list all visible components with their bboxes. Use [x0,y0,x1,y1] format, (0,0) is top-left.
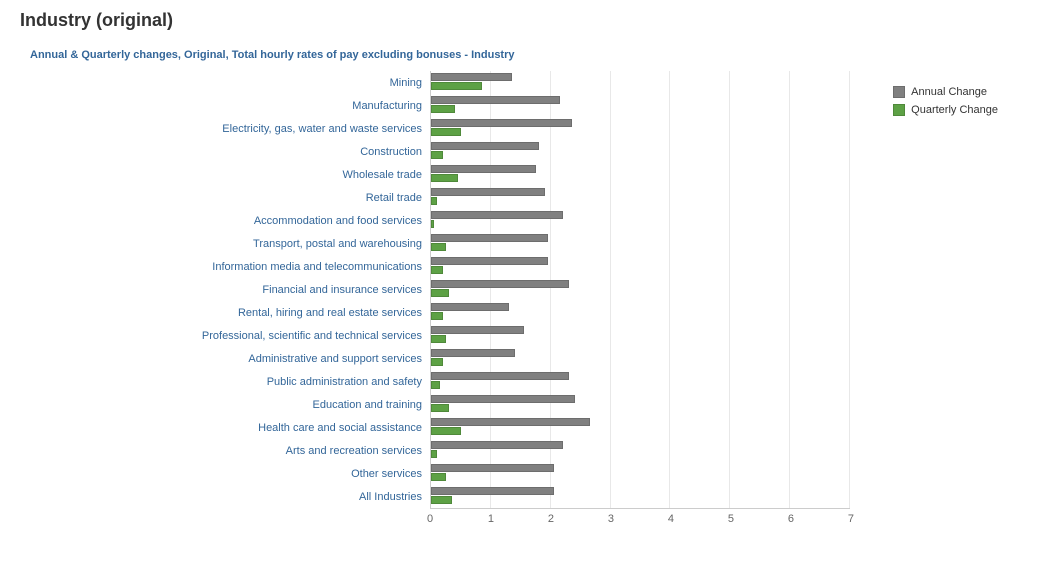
category-label: All Industries [30,485,430,508]
category-label: Electricity, gas, water and waste servic… [30,117,430,140]
category-label: Public administration and safety [30,370,430,393]
x-axis: 01234567 [430,509,850,529]
bar-quarterly [431,174,458,182]
bar-annual [431,464,554,472]
bar-group [431,485,850,508]
bar-group [431,163,850,186]
x-tick: 6 [730,509,790,529]
bar-annual [431,303,509,311]
bar-annual [431,418,590,426]
bar-quarterly [431,381,440,389]
bar-quarterly [431,243,446,251]
legend-item-annual: Annual Change [893,86,998,98]
category-label: Other services [30,462,430,485]
y-axis-labels: MiningManufacturingElectricity, gas, wat… [30,71,430,509]
bar-group [431,278,850,301]
category-label: Mining [30,71,430,94]
category-label: Transport, postal and warehousing [30,232,430,255]
legend-item-quarterly: Quarterly Change [893,104,998,116]
bar-quarterly [431,197,437,205]
bar-annual [431,280,569,288]
legend-label-quarterly: Quarterly Change [911,104,998,116]
category-label: Information media and telecommunications [30,255,430,278]
category-label: Wholesale trade [30,163,430,186]
chart-container: MiningManufacturingElectricity, gas, wat… [30,71,1018,529]
category-label: Retail trade [30,186,430,209]
legend: Annual Change Quarterly Change [893,86,998,122]
bar-annual [431,165,536,173]
x-tick: 7 [790,509,850,529]
bar-annual [431,211,563,219]
category-label: Accommodation and food services [30,209,430,232]
bar-annual [431,96,560,104]
bar-annual [431,487,554,495]
x-tick: 2 [490,509,550,529]
bar-group [431,232,850,255]
legend-swatch-quarterly [893,104,905,116]
category-label: Construction [30,140,430,163]
category-label: Arts and recreation services [30,439,430,462]
bar-group [431,324,850,347]
bar-group [431,140,850,163]
bar-quarterly [431,335,446,343]
bar-annual [431,441,563,449]
bar-group [431,393,850,416]
category-label: Rental, hiring and real estate services [30,301,430,324]
bar-quarterly [431,220,434,228]
bar-annual [431,188,545,196]
bar-quarterly [431,128,461,136]
bar-group [431,416,850,439]
category-label: Administrative and support services [30,347,430,370]
bar-quarterly [431,289,449,297]
bar-group [431,301,850,324]
bar-annual [431,73,512,81]
plot-area [430,71,850,509]
x-tick: 1 [430,509,490,529]
bar-annual [431,257,548,265]
category-label: Manufacturing [30,94,430,117]
bar-annual [431,119,572,127]
x-tick-label: 7 [848,513,854,525]
legend-swatch-annual [893,86,905,98]
bar-groups [431,71,850,508]
bar-quarterly [431,266,443,274]
category-label: Health care and social assistance [30,416,430,439]
bar-group [431,439,850,462]
bar-annual [431,326,524,334]
chart-subtitle: Annual & Quarterly changes, Original, To… [30,49,1018,61]
bar-quarterly [431,358,443,366]
bar-annual [431,349,515,357]
bar-quarterly [431,151,443,159]
bar-annual [431,234,548,242]
bar-quarterly [431,105,455,113]
bar-group [431,370,850,393]
bar-group [431,186,850,209]
bar-annual [431,395,575,403]
bar-quarterly [431,427,461,435]
bar-quarterly [431,450,437,458]
page-heading: Industry (original) [20,10,1018,31]
bar-group [431,209,850,232]
bar-annual [431,372,569,380]
bar-quarterly [431,312,443,320]
category-label: Education and training [30,393,430,416]
legend-label-annual: Annual Change [911,86,987,98]
bar-group [431,71,850,94]
bar-group [431,462,850,485]
bar-group [431,255,850,278]
x-tick: 5 [670,509,730,529]
x-tick: 3 [550,509,610,529]
category-label: Financial and insurance services [30,278,430,301]
bar-quarterly [431,496,452,504]
bar-annual [431,142,539,150]
bar-quarterly [431,404,449,412]
category-label: Professional, scientific and technical s… [30,324,430,347]
bar-quarterly [431,473,446,481]
bar-group [431,94,850,117]
bar-quarterly [431,82,482,90]
bar-group [431,117,850,140]
x-tick: 4 [610,509,670,529]
bar-group [431,347,850,370]
chart: MiningManufacturingElectricity, gas, wat… [30,71,1018,509]
